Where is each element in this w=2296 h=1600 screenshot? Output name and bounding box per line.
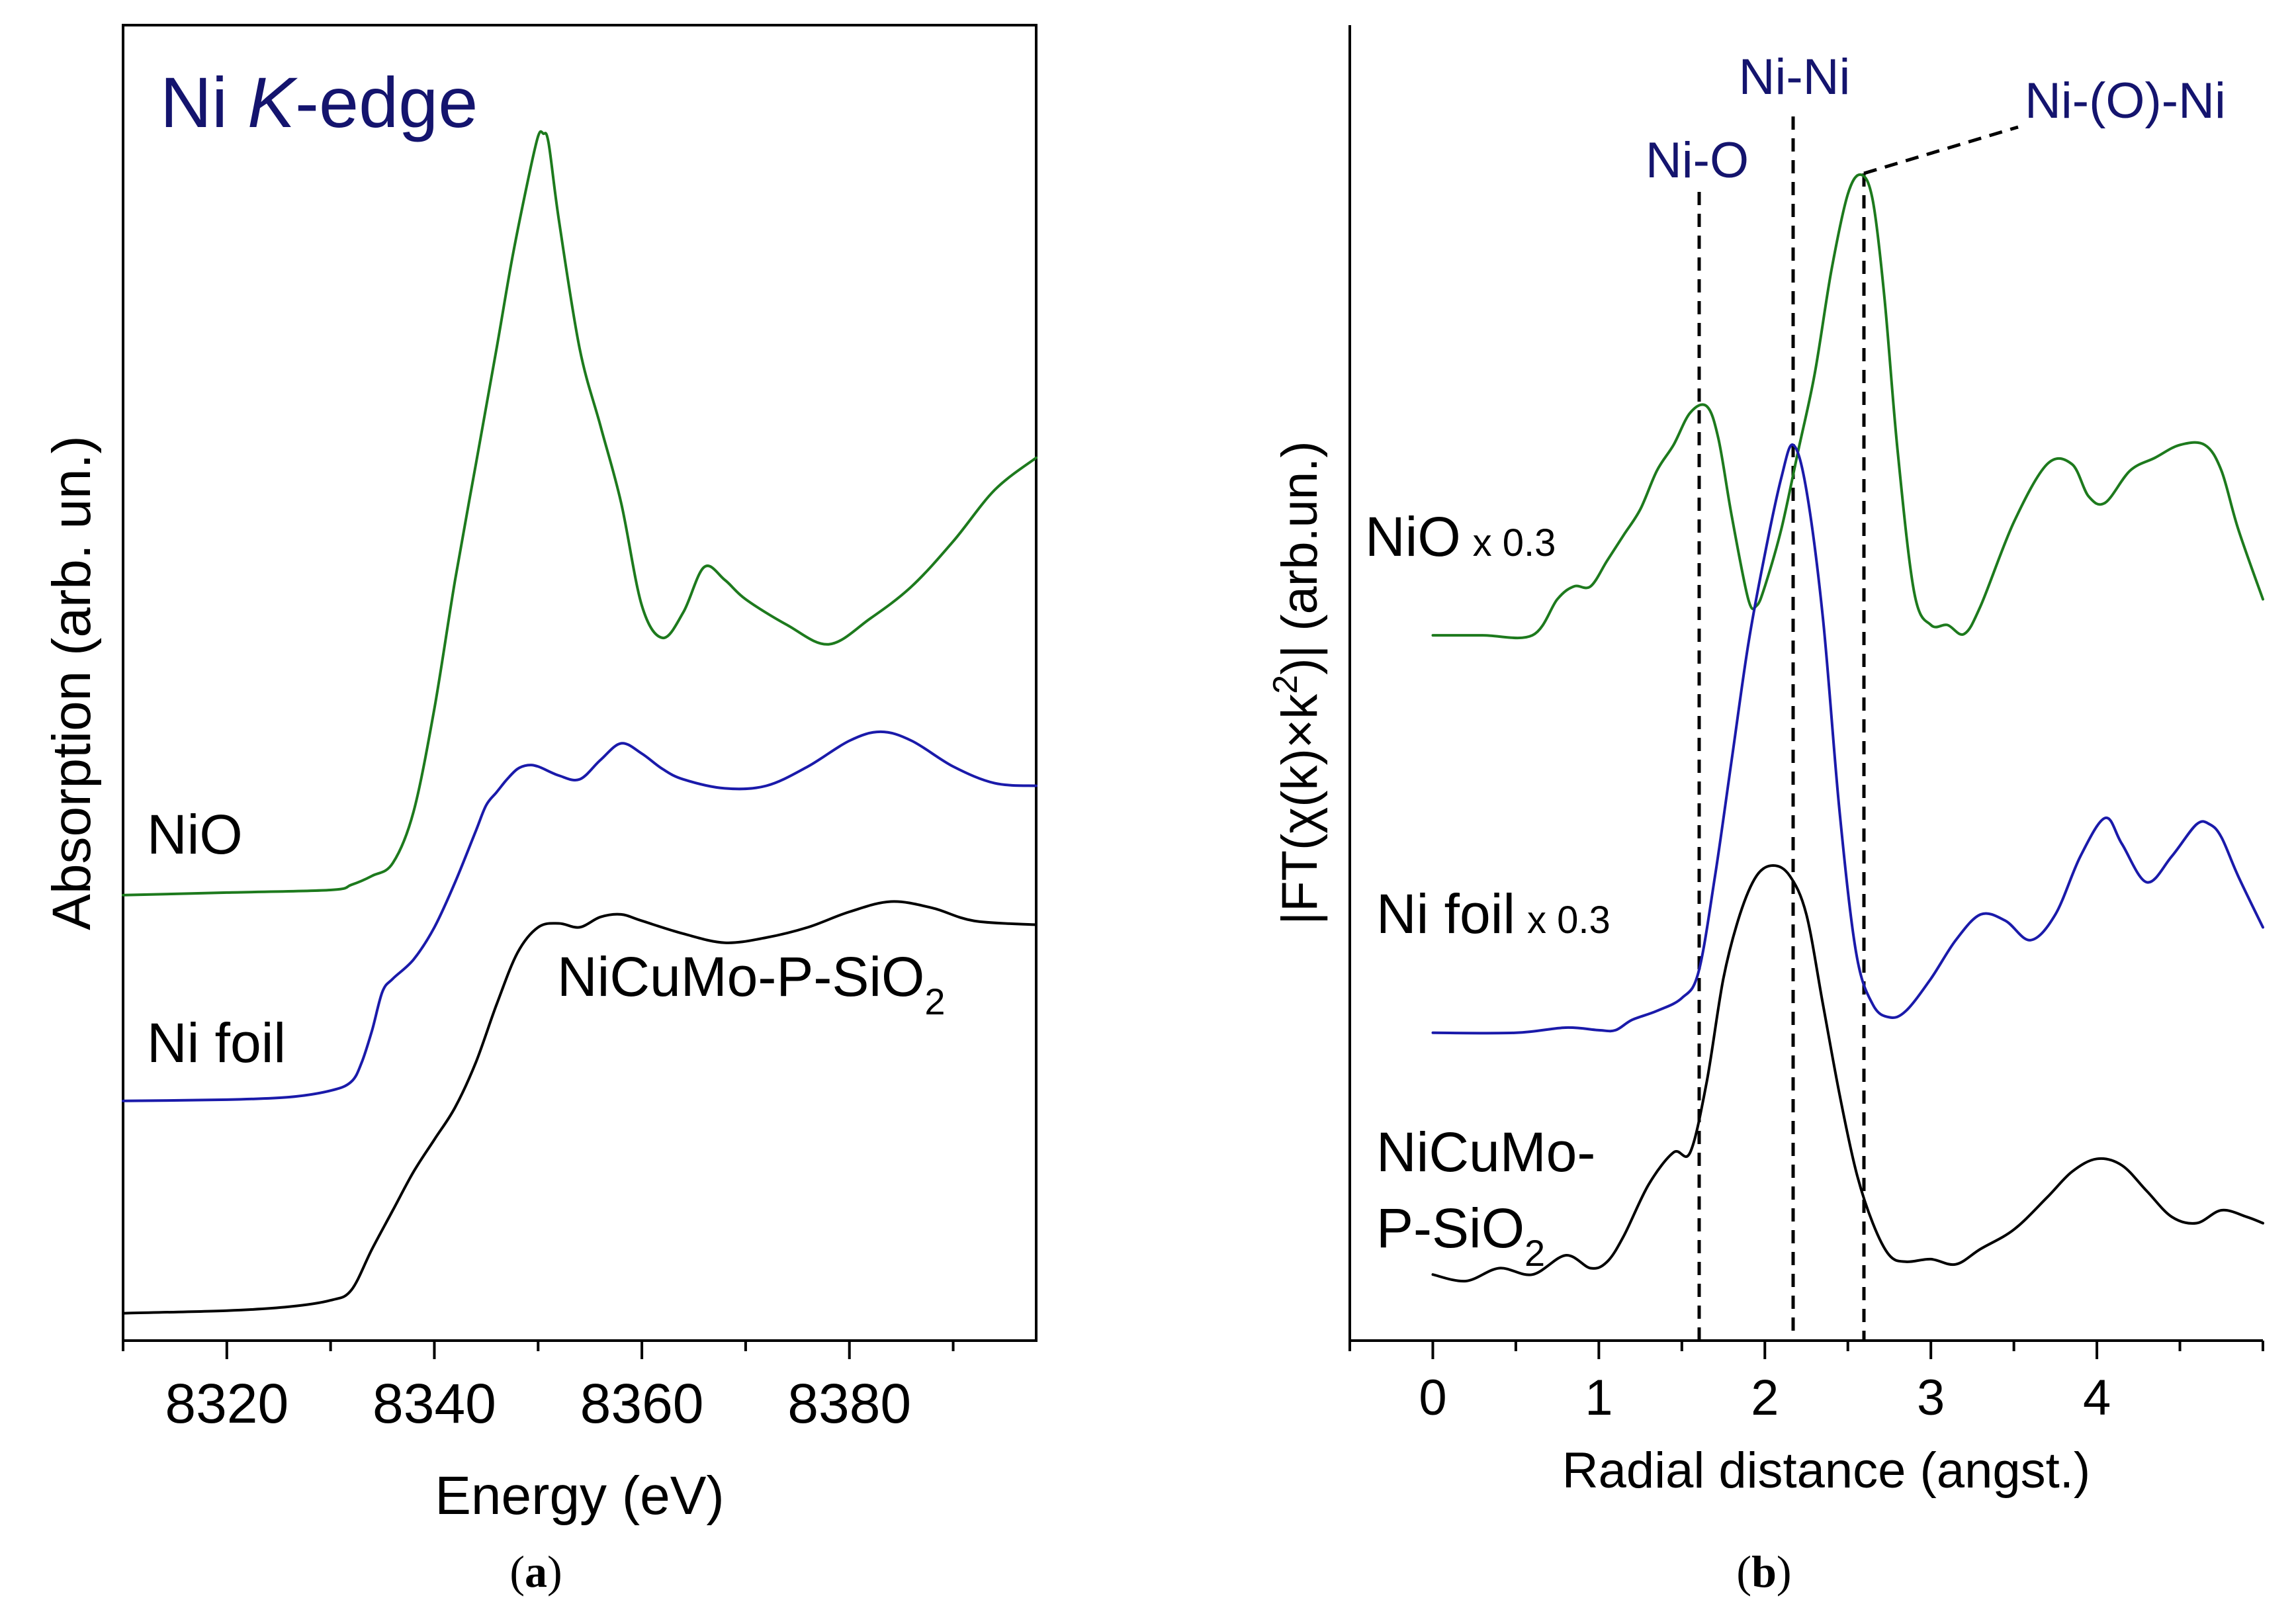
panel-b: Ni-O Ni-Ni Ni-(O)-Ni NiO x 0.3 Ni foil x 0… [1266,25,2264,1597]
x-tick-label: 8380 [787,1372,911,1435]
panel-b-series-line-0 [1431,173,2264,640]
panel-a-caption: (a) [509,1546,562,1597]
panel-a-y-axis-label: Absorption (arb. un.) [42,435,102,930]
series-label-nio: NiO [147,803,243,866]
series-label-ni-foil-b: Ni foil x 0.3 [1376,883,1611,945]
panel-a-series-line-1 [122,730,1038,1102]
annotation-ni-o-ni: Ni-(O)-Ni [2025,73,2226,129]
annotation-ni-o: Ni-O [1646,132,1749,189]
series-label-nio-b: NiO x 0.3 [1365,506,1556,568]
panel-b-series-line-1 [1431,443,2264,1035]
panel-b-x-axis-label: Radial distance (angst.) [1562,1443,2090,1499]
x-tick-label: 8320 [165,1372,288,1435]
x-tick-label: 2 [1751,1370,1779,1426]
panel-b-x-ticks: 0 1 2 3 4 [1348,1341,2264,1426]
series-label-nicumo-b-line1: NiCuMo- [1376,1121,1595,1183]
ni-o-ni-leader-line [1863,125,2019,175]
panel-b-series-line-2 [1431,864,2264,1283]
x-tick-label: 8360 [580,1372,704,1435]
series-label-nicumo: NiCuMo-P-SiO2 [557,946,946,1022]
panel-b-curves [1431,173,2264,1283]
panel-a-plot-frame [122,24,1038,1342]
series-label-ni-foil: Ni foil [147,1012,286,1074]
panel-a-series-line-2 [122,900,1038,1315]
annotation-ni-ni: Ni-Ni [1739,49,1851,105]
panel-a-series-line-0 [122,130,1038,897]
panel-a-curves [122,130,1038,1315]
x-tick-label: 4 [2083,1370,2111,1426]
panel-a: Ni K-edge NiO Ni foil NiCuMo-P-SiO2 8320… [42,24,1038,1597]
panel-b-caption: (b) [1736,1546,1791,1597]
x-tick-label: 1 [1585,1370,1612,1426]
panel-b-y-axis-label: |FT(χ(k)×k2)| (arb.un.) [1266,441,1328,924]
panel-a-x-axis-label: Energy (eV) [435,1466,725,1526]
x-tick-label: 3 [1917,1370,1945,1426]
x-tick-label: 8340 [373,1372,496,1435]
panel-a-title: Ni K-edge [160,62,478,142]
series-label-nicumo-b-line2: P-SiO2 [1376,1197,1545,1274]
panel-a-x-ticks: 8320 8340 8360 8380 [122,1341,955,1435]
x-tick-label: 0 [1419,1370,1446,1426]
